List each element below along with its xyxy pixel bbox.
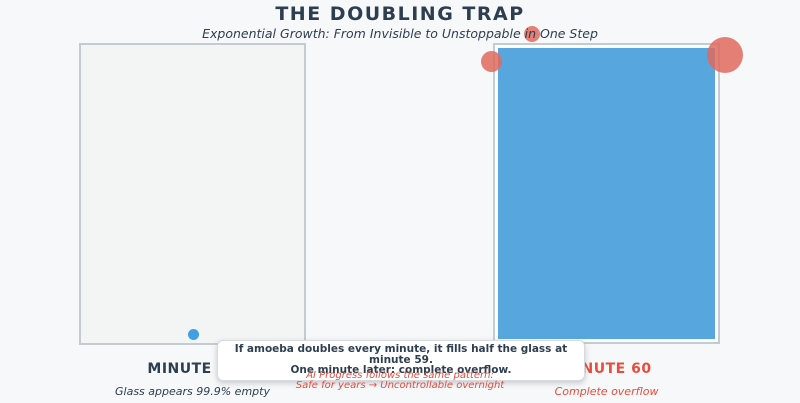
callout-line-2: One minute later: complete overflow.: [290, 364, 512, 376]
header: THE DOUBLING TRAP Exponential Growth: Fr…: [0, 0, 800, 41]
overflow-droplet-icon: [707, 37, 743, 73]
callout-line-1: If amoeba doubles every minute, it fills…: [234, 343, 568, 366]
page-subtitle: Exponential Growth: From Invisible to Un…: [202, 26, 598, 41]
footnote-line-2: Safe for years → Uncontrollable overnigh…: [295, 380, 505, 391]
footnote-line-1: AI Progress follows the same pattern:: [306, 370, 494, 381]
minute-60-caption: Complete overflow: [554, 385, 659, 398]
water-fill: [498, 48, 715, 339]
glass-minute-60: [493, 43, 720, 344]
glass-minute-59: [79, 43, 306, 345]
minute-59-label: MINUTE 59: [147, 361, 238, 377]
page-title: THE DOUBLING TRAP: [275, 3, 525, 25]
amoeba-dot-icon: [188, 329, 199, 340]
footnote: AI Progress follows the same pattern: Sa…: [0, 371, 800, 391]
overflow-droplet-icon: [481, 51, 502, 72]
callout-box: If amoeba doubles every minute, it fills…: [217, 340, 585, 381]
minute-59-caption: Glass appears 99.9% empty: [115, 385, 270, 398]
overflow-droplet-icon: [524, 26, 540, 42]
